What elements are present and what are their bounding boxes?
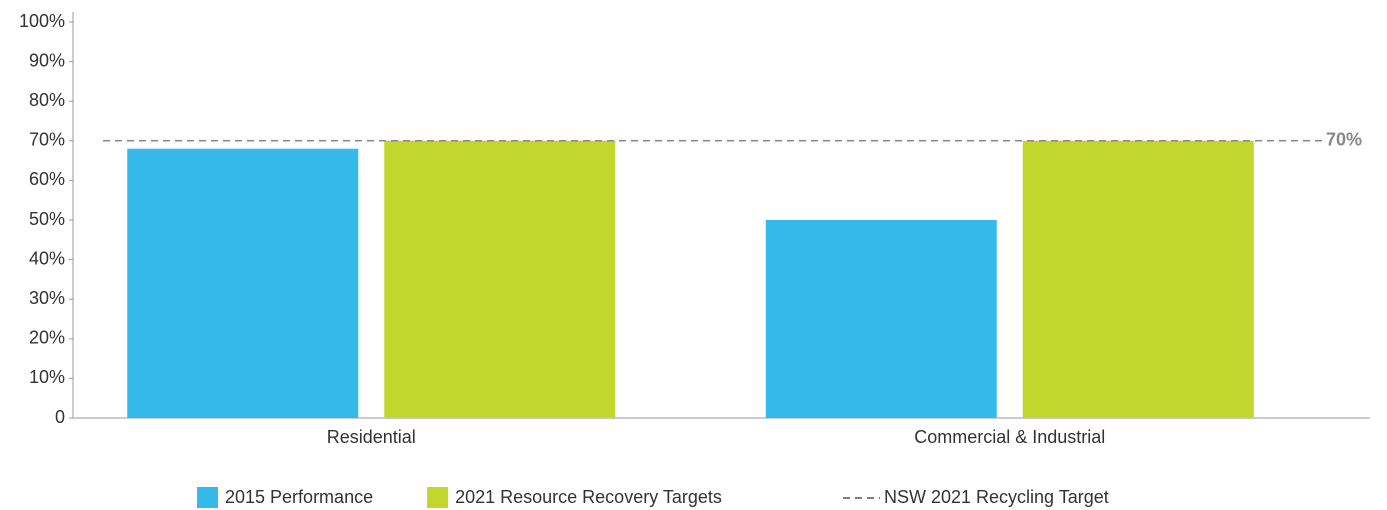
bar [127,148,359,418]
y-tick-label: 50% [29,209,65,229]
legend-swatch [427,487,449,508]
x-tick-label: Commercial & Industrial [914,427,1105,447]
x-tick-label: Residential [327,427,416,447]
y-tick-label: 60% [29,169,65,189]
y-tick-label: 20% [29,328,65,348]
y-tick-label: 100% [19,11,65,31]
legend-swatch [197,487,218,508]
bar [765,220,997,418]
bar [384,140,616,419]
y-tick-label: 80% [29,90,65,110]
y-tick-label: 90% [29,50,65,70]
legend-label: 2015 Performance [225,487,373,507]
y-tick-label: 40% [29,248,65,268]
reference-label: 70% [1326,130,1362,150]
legend-label: NSW 2021 Recycling Target [884,487,1109,507]
y-tick-label: 0 [55,407,65,427]
y-tick-label: 30% [29,288,65,308]
legend-label: 2021 Resource Recovery Targets [455,487,722,507]
y-tick-label: 70% [29,130,65,150]
bar [1022,140,1254,419]
y-tick-label: 10% [29,367,65,387]
